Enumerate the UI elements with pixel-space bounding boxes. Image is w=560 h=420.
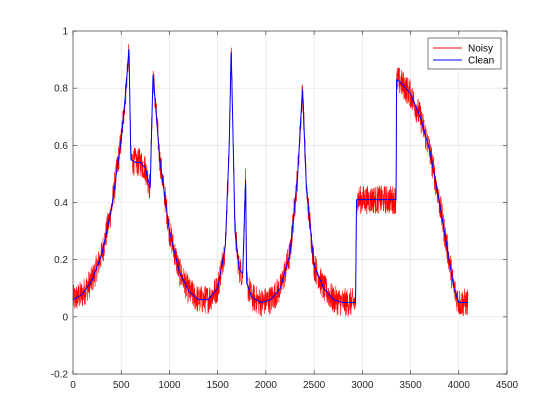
series-line-clean	[72, 48, 469, 304]
y-tick-label: -0.2	[51, 370, 69, 381]
y-tick-label: 0.8	[54, 84, 68, 95]
series-line-noisy	[72, 43, 469, 317]
x-tick-label: 4000	[448, 380, 471, 391]
x-tick-label: 2500	[303, 380, 326, 391]
x-tick-label: 4500	[496, 380, 519, 391]
x-tick-label: 3500	[399, 380, 422, 391]
y-tick-label: 0	[62, 312, 68, 323]
x-tick-label: 2000	[255, 380, 278, 391]
y-tick-label: 0.4	[54, 198, 68, 209]
y-tick-label: 0.6	[54, 141, 68, 152]
x-tick-label: 3000	[351, 380, 374, 391]
legend-label: Noisy	[468, 44, 493, 55]
series-lines	[72, 43, 469, 317]
legend-box	[427, 37, 502, 70]
x-tick-label: 0	[70, 380, 76, 391]
axis-ticks: 0 500 1000 1500 2000 2500 3000 3500 4000 4500 -0.2…	[51, 27, 519, 392]
y-tick-label: 0.2	[54, 255, 68, 266]
x-tick-label: 500	[113, 380, 130, 391]
x-tick-label: 1000	[158, 380, 181, 391]
legend-label: Clean	[468, 56, 494, 67]
y-tick-label: 1	[62, 27, 68, 38]
x-tick-label: 1500	[207, 380, 230, 391]
